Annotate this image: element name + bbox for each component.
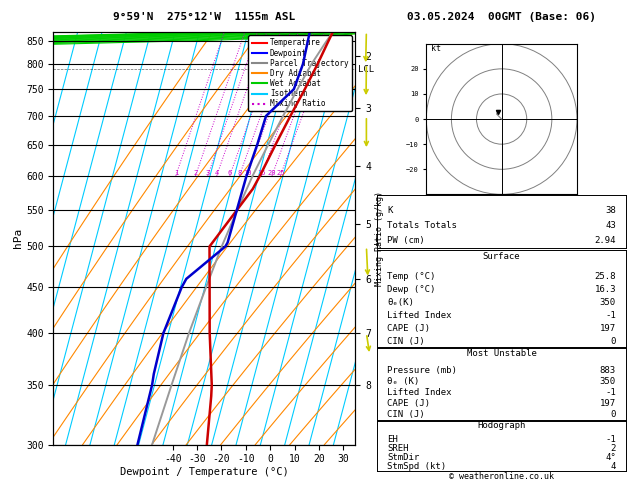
Text: 25.8: 25.8 xyxy=(594,272,616,281)
Text: EH: EH xyxy=(387,435,398,444)
Text: θₑ (K): θₑ (K) xyxy=(387,377,420,386)
Text: 0: 0 xyxy=(611,410,616,419)
Y-axis label: km
ASL: km ASL xyxy=(374,229,396,247)
Text: Most Unstable: Most Unstable xyxy=(467,349,537,359)
Text: 2.94: 2.94 xyxy=(594,236,616,245)
Text: 03.05.2024  00GMT (Base: 06): 03.05.2024 00GMT (Base: 06) xyxy=(407,12,596,22)
Text: CAPE (J): CAPE (J) xyxy=(387,399,430,408)
Text: StmSpd (kt): StmSpd (kt) xyxy=(387,462,447,471)
Text: 0: 0 xyxy=(611,336,616,346)
Text: -1: -1 xyxy=(605,388,616,397)
Legend: Temperature, Dewpoint, Parcel Trajectory, Dry Adiabat, Wet Adiabat, Isotherm, Mi: Temperature, Dewpoint, Parcel Trajectory… xyxy=(248,35,352,111)
Text: 1: 1 xyxy=(174,170,178,176)
Text: 4°: 4° xyxy=(605,453,616,462)
Text: Temp (°C): Temp (°C) xyxy=(387,272,436,281)
Text: 350: 350 xyxy=(600,297,616,307)
Text: 15: 15 xyxy=(257,170,265,176)
Text: PW (cm): PW (cm) xyxy=(387,236,425,245)
Text: © weatheronline.co.uk: © weatheronline.co.uk xyxy=(449,472,554,481)
Text: Pressure (mb): Pressure (mb) xyxy=(387,366,457,375)
Text: Totals Totals: Totals Totals xyxy=(387,221,457,230)
Text: -1: -1 xyxy=(605,311,616,320)
Text: 38: 38 xyxy=(605,206,616,215)
Text: 4: 4 xyxy=(214,170,219,176)
Text: 6: 6 xyxy=(228,170,232,176)
Text: Lifted Index: Lifted Index xyxy=(387,388,452,397)
Text: CIN (J): CIN (J) xyxy=(387,336,425,346)
Text: 2: 2 xyxy=(611,444,616,453)
Text: 10: 10 xyxy=(243,170,252,176)
Text: Hodograph: Hodograph xyxy=(477,421,526,431)
Text: 197: 197 xyxy=(600,399,616,408)
Text: 25: 25 xyxy=(276,170,284,176)
Text: 20: 20 xyxy=(268,170,276,176)
Text: SREH: SREH xyxy=(387,444,409,453)
Text: 350: 350 xyxy=(600,377,616,386)
Text: 197: 197 xyxy=(600,324,616,332)
Text: 883: 883 xyxy=(600,366,616,375)
Text: 8: 8 xyxy=(237,170,242,176)
Text: 43: 43 xyxy=(605,221,616,230)
Text: Mixing Ratio (g/kg): Mixing Ratio (g/kg) xyxy=(375,191,384,286)
Text: 2: 2 xyxy=(193,170,198,176)
Text: θₑ(K): θₑ(K) xyxy=(387,297,415,307)
Text: CIN (J): CIN (J) xyxy=(387,410,425,419)
Text: 4: 4 xyxy=(611,462,616,471)
Text: kt: kt xyxy=(431,44,442,53)
Text: 3: 3 xyxy=(206,170,210,176)
Text: Surface: Surface xyxy=(483,252,520,261)
Text: 16.3: 16.3 xyxy=(594,285,616,294)
Text: Dewp (°C): Dewp (°C) xyxy=(387,285,436,294)
Text: -1: -1 xyxy=(605,435,616,444)
Y-axis label: hPa: hPa xyxy=(13,228,23,248)
Text: LCL: LCL xyxy=(359,65,374,73)
Text: StmDir: StmDir xyxy=(387,453,420,462)
Text: 9°59'N  275°12'W  1155m ASL: 9°59'N 275°12'W 1155m ASL xyxy=(113,12,296,22)
Text: Lifted Index: Lifted Index xyxy=(387,311,452,320)
Text: CAPE (J): CAPE (J) xyxy=(387,324,430,332)
Text: K: K xyxy=(387,206,392,215)
X-axis label: Dewpoint / Temperature (°C): Dewpoint / Temperature (°C) xyxy=(120,467,289,477)
